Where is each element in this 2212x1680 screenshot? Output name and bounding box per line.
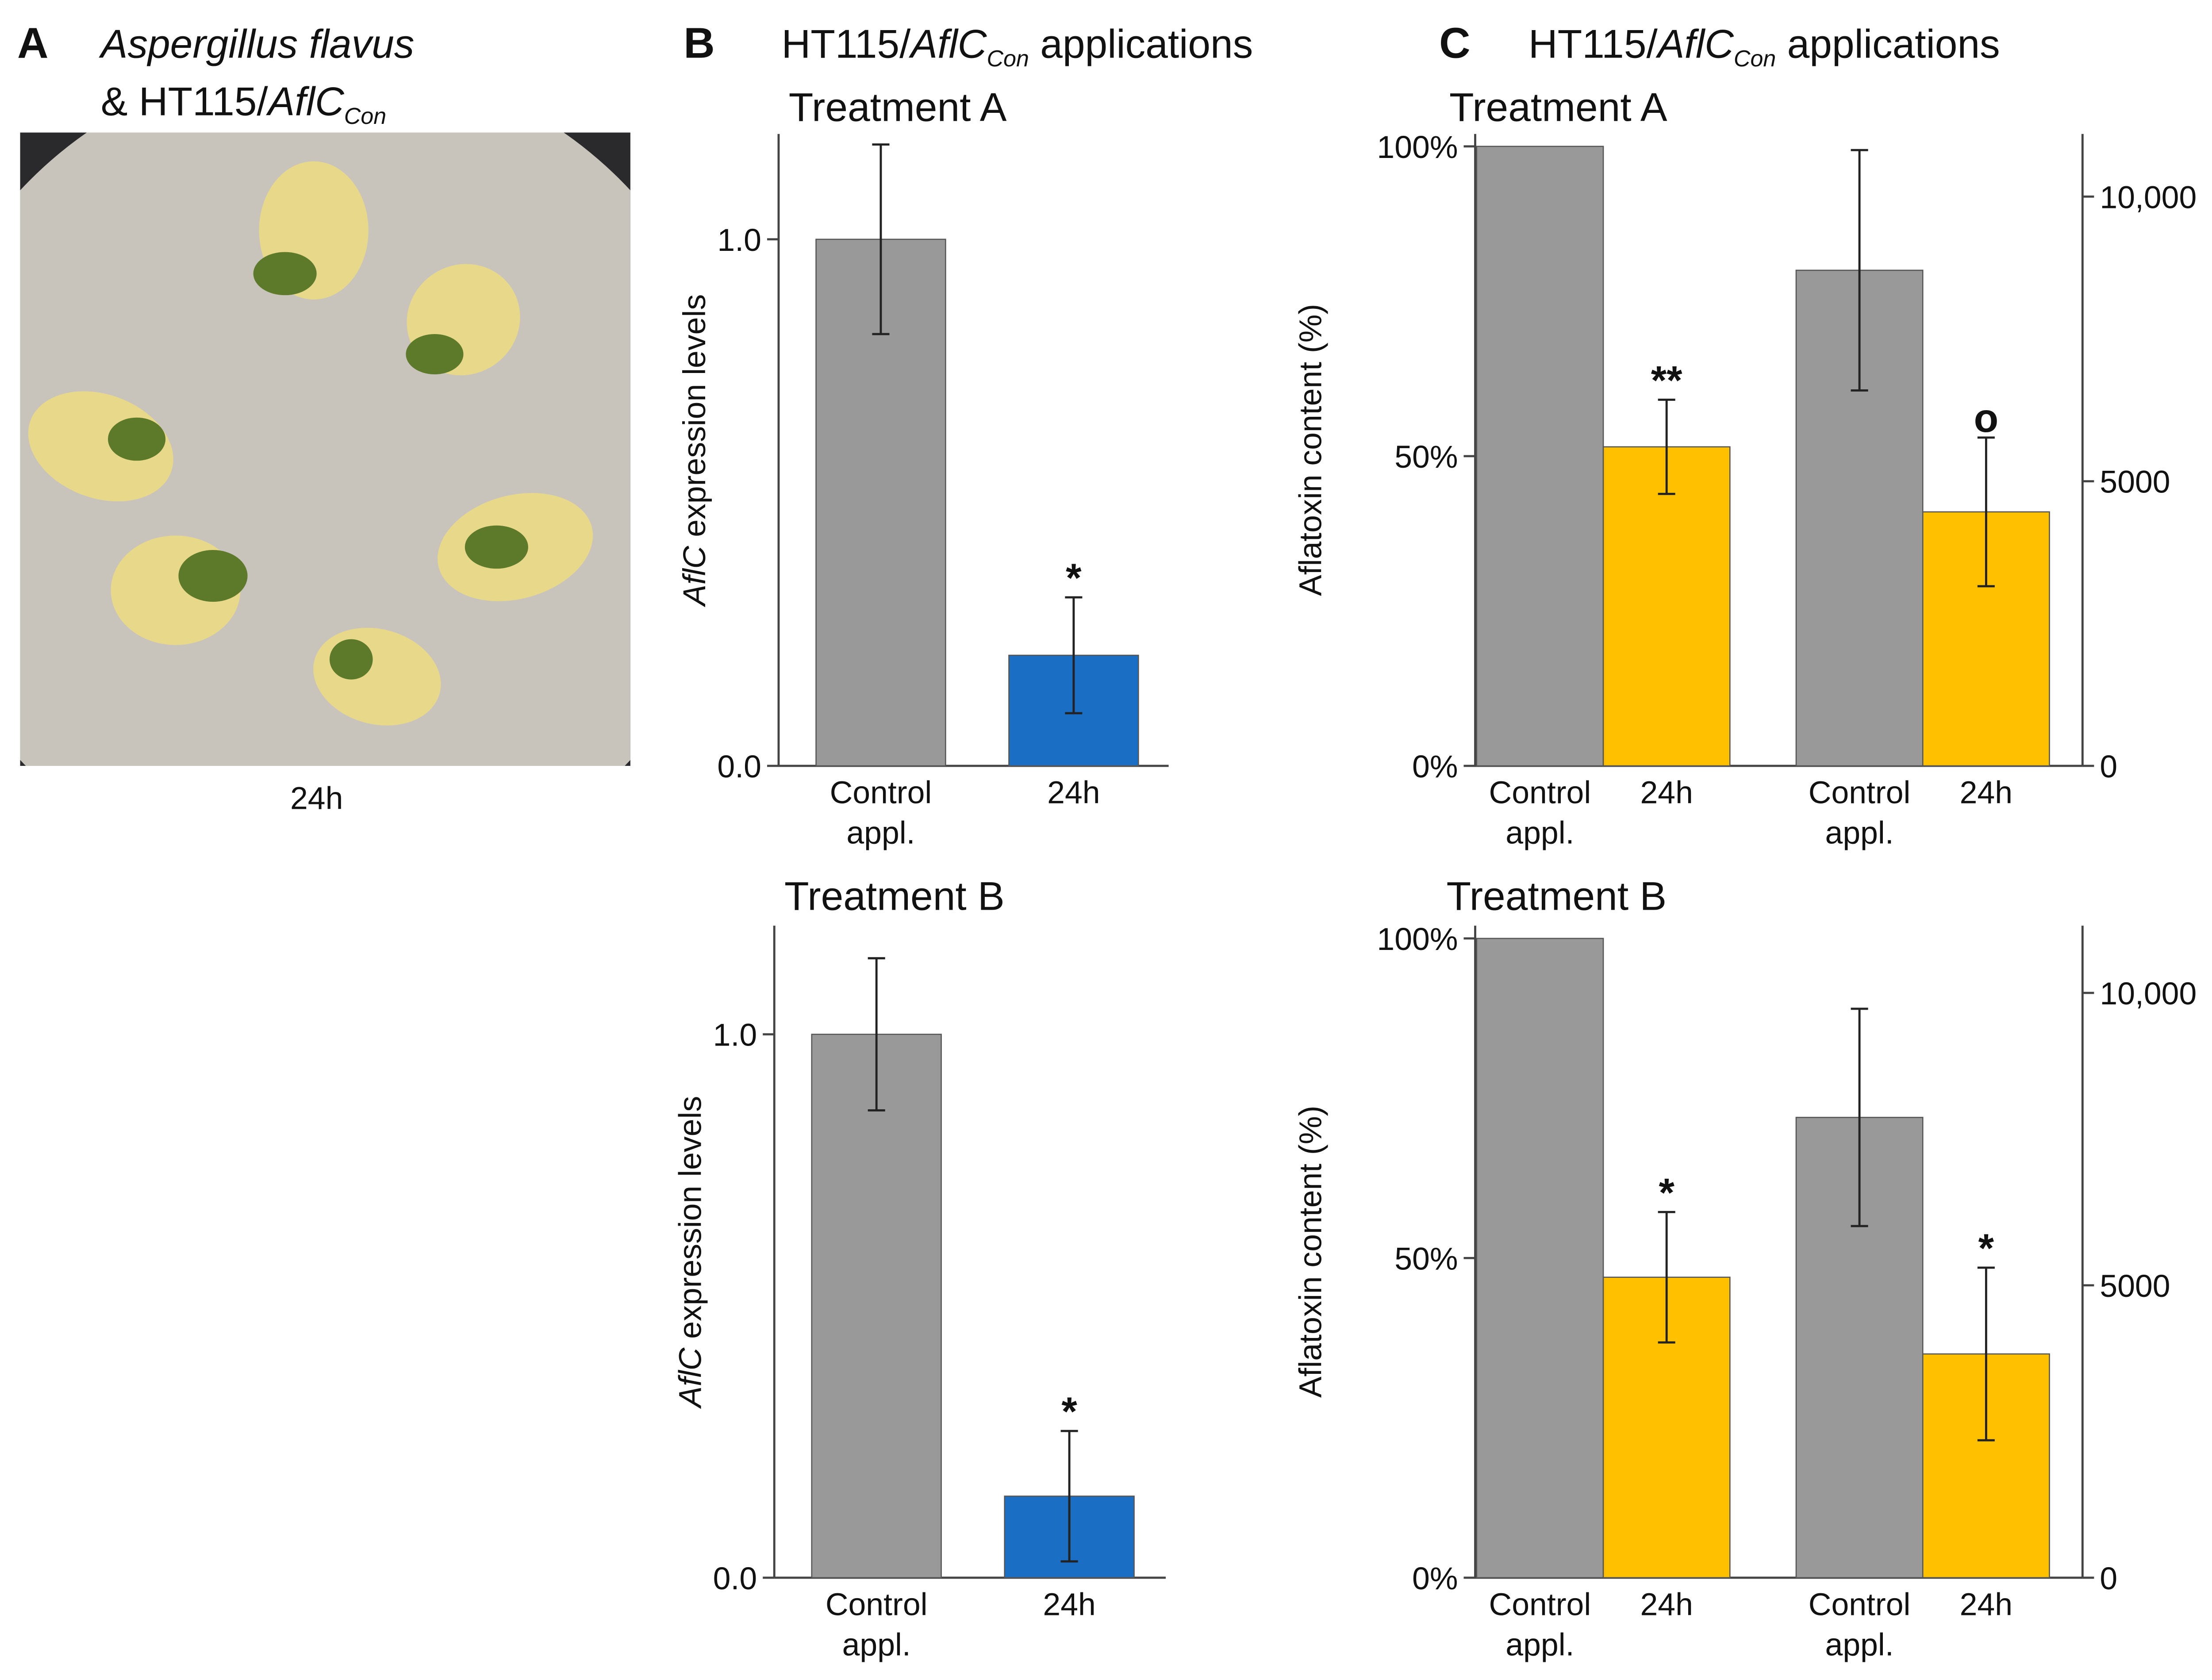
y-axis-label: Aflatoxin content (%): [1293, 304, 1328, 596]
chart-title: Treatment A: [1449, 85, 1667, 130]
y-label-text: expression levels: [677, 294, 712, 546]
y-tick-label: 0%: [1412, 749, 1458, 784]
panel-title: HT115/AflCCon applications: [781, 22, 1253, 72]
bar: [1476, 146, 1604, 767]
panel-letter: A: [17, 19, 48, 67]
y-tick-label: 1.0: [717, 223, 761, 258]
error-bar: [1851, 149, 1868, 392]
y-axis-label: AflC expression levels: [677, 294, 712, 607]
error-bar: [1851, 1007, 1868, 1227]
y-tick-label: 100%: [1377, 130, 1458, 165]
chart: Treatment A 0.0 1.0 AflC expression levels C…: [677, 85, 1169, 851]
y-tick-label: 100%: [1377, 922, 1458, 957]
organism: Aspergillus flavus: [99, 22, 415, 66]
y2-tick-label: 0: [2100, 1561, 2117, 1596]
y2-tick-label: 5000: [2100, 1269, 2170, 1304]
panel-a: A Aspergillus flavus & HT115/AflCCon 24h: [17, 19, 630, 816]
title-prefix: HT115/: [781, 22, 911, 66]
y-label-text: expression levels: [672, 1096, 708, 1348]
y-label-gene: AflC: [672, 1347, 708, 1409]
x-tick-label: Control appl.: [1489, 775, 1591, 851]
x-tick-label: Control appl.: [1489, 1587, 1591, 1662]
x-tick-label: 24h: [1960, 1587, 2012, 1622]
error-bar: [872, 143, 890, 335]
y-tick-label: 0.0: [717, 749, 761, 784]
mold: [178, 550, 248, 602]
title-sub: Con: [1734, 46, 1776, 72]
caption: 24h: [290, 781, 343, 816]
x-tick-label: Control appl.: [826, 1587, 928, 1662]
kernels: [28, 161, 593, 726]
strain: & HT115/AflCCon: [101, 80, 387, 130]
y2-tick-label: 10,000: [2100, 976, 2197, 1011]
title-suffix: applications: [1776, 22, 2000, 66]
x-tick-label: 24h: [1043, 1587, 1095, 1622]
bar: [1602, 446, 1731, 767]
error-bar: [868, 957, 885, 1112]
mold: [329, 639, 373, 680]
x-tick-label: 24h: [1960, 775, 2012, 811]
chart-title: Treatment B: [784, 874, 1005, 919]
bar: [811, 1034, 942, 1579]
panel-letter: B: [684, 19, 714, 67]
y-axis-label: Aflatoxin content (%): [1293, 1106, 1328, 1398]
annotation: *: [1978, 1226, 1994, 1271]
panel-letter: C: [1439, 19, 1470, 67]
error-bar: [1658, 399, 1675, 495]
y-label-gene: AflC: [677, 545, 712, 607]
x-tick-label: Control appl.: [1809, 1587, 1911, 1662]
title-gene: AflC: [1655, 22, 1734, 66]
x-tick-label: 24h: [1640, 1587, 1693, 1622]
annotation: *: [1659, 1170, 1674, 1215]
y-axis-label: AflC expression levels: [672, 1096, 708, 1409]
strain-prefix: & HT115/: [101, 80, 269, 124]
strain-sub: Con: [344, 104, 386, 129]
x-tick-label: Control appl.: [1809, 775, 1911, 851]
x-tick-label: 24h: [1640, 775, 1693, 811]
chart: Treatment A 0% 50% 100% Aflatoxin content (%…: [1293, 85, 2197, 851]
annotation: *: [1066, 556, 1082, 600]
error-bar: [1658, 1211, 1675, 1344]
bar: [1476, 938, 1604, 1579]
error-bar: [1060, 1430, 1078, 1563]
x-tick-label: Control appl.: [830, 775, 932, 851]
mold: [108, 417, 166, 461]
y2-tick-label: 10,000: [2100, 180, 2197, 215]
title-suffix: applications: [1029, 22, 1253, 66]
strain-gene: AflC: [266, 80, 345, 124]
annotation: o: [1974, 396, 1999, 441]
x-tick-label: 24h: [1047, 775, 1100, 811]
title-sub: Con: [987, 46, 1029, 72]
mold: [253, 252, 317, 296]
error-bar: [1977, 436, 1995, 588]
y-tick-label: 1.0: [713, 1018, 757, 1053]
y2-tick-label: 0: [2100, 749, 2117, 784]
error-bar: [1065, 596, 1083, 715]
annotation: **: [1651, 358, 1682, 403]
y-tick-label: 50%: [1394, 439, 1458, 475]
annotation: *: [1061, 1389, 1077, 1434]
mold: [406, 334, 464, 375]
chart: Treatment B 0.0 1.0 AflC expression levels C…: [672, 874, 1166, 1662]
chart-title: Treatment B: [1446, 874, 1667, 919]
title-gene: AflC: [908, 22, 987, 66]
y2-tick-label: 5000: [2100, 465, 2170, 500]
title-prefix: HT115/: [1528, 22, 1658, 66]
chart: Treatment B 0% 50% 100% Aflatoxin content (%…: [1293, 874, 2197, 1662]
chart-title: Treatment A: [789, 85, 1007, 130]
y-tick-label: 0%: [1412, 1561, 1458, 1596]
mold: [465, 525, 528, 569]
y-tick-label: 50%: [1394, 1241, 1458, 1276]
y-tick-label: 0.0: [713, 1561, 757, 1596]
panel-title: HT115/AflCCon applications: [1528, 22, 2000, 72]
error-bar: [1977, 1266, 1995, 1442]
